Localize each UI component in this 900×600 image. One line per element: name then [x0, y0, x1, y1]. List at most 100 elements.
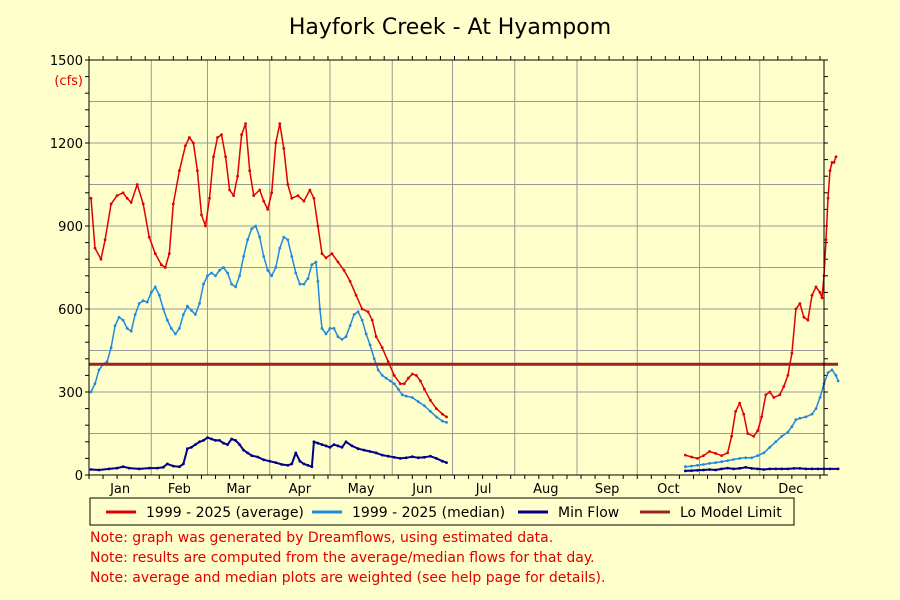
data-point — [816, 467, 820, 471]
data-point — [270, 274, 274, 278]
data-point — [342, 268, 346, 272]
data-point — [360, 318, 364, 322]
data-point — [794, 418, 798, 422]
data-point — [441, 419, 444, 423]
data-point — [774, 440, 778, 444]
data-point — [445, 415, 448, 419]
data-point — [188, 136, 191, 139]
data-point — [690, 464, 693, 468]
data-point — [340, 445, 344, 449]
data-point — [97, 368, 101, 372]
data-point — [141, 202, 145, 206]
data-point — [234, 285, 238, 289]
data-point — [210, 271, 213, 275]
data-point — [702, 463, 705, 466]
data-point — [392, 455, 396, 459]
data-point — [256, 455, 260, 459]
data-point — [184, 144, 187, 148]
data-point — [836, 379, 840, 383]
data-point — [186, 304, 189, 308]
data-point — [105, 360, 109, 363]
data-point — [174, 332, 177, 336]
data-point — [155, 466, 159, 470]
data-point — [103, 238, 107, 242]
data-point — [290, 196, 294, 200]
data-point — [366, 310, 370, 314]
data-point — [314, 260, 318, 264]
data-point — [388, 379, 392, 383]
data-point — [306, 277, 310, 280]
legend-label: 1999 - 2025 (median) — [352, 505, 505, 521]
data-point — [262, 458, 266, 462]
x-month-label: Jan — [109, 482, 130, 497]
data-point — [798, 416, 802, 420]
data-point — [790, 425, 794, 428]
data-point — [127, 466, 131, 470]
y-tick-labels: 0 300 600 900 1200 1500 — [50, 54, 83, 484]
data-point — [290, 255, 294, 258]
data-point — [792, 467, 796, 470]
data-point — [782, 385, 786, 388]
data-point — [332, 327, 336, 330]
data-point — [190, 309, 193, 312]
data-point — [752, 434, 756, 438]
data-point — [834, 155, 838, 159]
data-point — [274, 141, 278, 145]
data-point — [99, 257, 103, 261]
data-point — [312, 440, 316, 444]
notes-block: Note: graph was generated by Dreamflows,… — [90, 528, 605, 588]
legend: 1999 - 2025 (average) 1999 - 2025 (median… — [89, 497, 795, 526]
data-point — [310, 263, 314, 267]
data-point — [202, 282, 205, 286]
data-point — [137, 467, 141, 471]
data-point — [690, 469, 693, 472]
data-point — [696, 457, 699, 460]
data-point — [262, 255, 266, 258]
data-point — [802, 315, 806, 319]
data-point — [746, 432, 750, 435]
data-point — [145, 300, 149, 304]
data-point — [804, 467, 808, 471]
data-point — [250, 454, 254, 457]
data-point — [419, 379, 422, 383]
data-point — [364, 332, 368, 336]
data-point — [810, 412, 814, 416]
data-point — [750, 467, 754, 470]
data-point — [404, 456, 408, 460]
legend-label: 1999 - 2025 (average) — [146, 505, 304, 521]
data-point — [238, 274, 242, 278]
data-point — [384, 376, 388, 380]
data-point — [794, 307, 798, 311]
data-point — [734, 410, 737, 413]
data-point — [159, 263, 163, 267]
data-point — [386, 454, 390, 458]
data-point — [732, 458, 735, 461]
data-point — [246, 238, 250, 242]
data-point — [352, 313, 356, 316]
data-point — [167, 252, 171, 256]
data-point — [141, 299, 145, 303]
y-tick-label: 1200 — [50, 137, 83, 152]
data-point — [266, 268, 270, 272]
data-point — [230, 437, 234, 441]
data-point — [441, 412, 444, 416]
data-point — [258, 235, 262, 239]
data-point — [720, 467, 723, 471]
data-point — [214, 439, 217, 442]
data-point — [406, 376, 410, 380]
x-month-label: Dec — [778, 482, 803, 497]
data-point — [702, 454, 705, 457]
data-point — [230, 282, 234, 286]
data-point — [744, 465, 748, 469]
data-point — [186, 447, 189, 451]
data-point — [696, 468, 699, 472]
x-month-label: Jul — [475, 482, 492, 497]
data-point — [324, 444, 328, 448]
data-point — [198, 302, 201, 305]
data-point — [738, 457, 742, 460]
data-point — [404, 394, 408, 398]
data-point — [360, 307, 364, 311]
series-lines — [89, 122, 840, 473]
data-point — [161, 307, 165, 311]
data-point — [732, 467, 735, 471]
